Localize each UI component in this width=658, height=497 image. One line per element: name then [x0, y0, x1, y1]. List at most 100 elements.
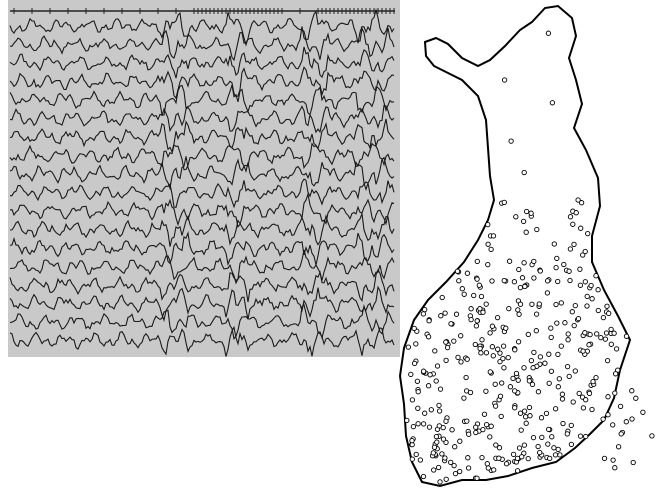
- site-marker: [427, 425, 431, 429]
- site-marker: [452, 339, 456, 343]
- site-marker: [405, 418, 409, 422]
- site-marker: [410, 457, 414, 461]
- site-marker: [482, 412, 486, 416]
- site-marker: [573, 303, 577, 307]
- site-marker: [514, 215, 518, 219]
- site-marker: [558, 453, 562, 457]
- site-marker: [438, 480, 442, 484]
- site-marker: [536, 444, 540, 448]
- site-marker: [491, 354, 495, 358]
- site-marker: [455, 269, 459, 273]
- site-marker: [508, 385, 512, 389]
- site-marker: [433, 349, 437, 353]
- site-marker: [611, 458, 615, 462]
- site-marker: [490, 324, 494, 328]
- site-marker: [569, 442, 573, 446]
- site-marker: [517, 446, 521, 450]
- site-marker: [513, 406, 517, 410]
- site-marker: [416, 422, 420, 426]
- site-marker: [565, 364, 569, 368]
- site-marker: [453, 471, 457, 475]
- site-marker: [532, 276, 536, 280]
- site-marker: [581, 349, 585, 353]
- site-marker: [475, 277, 479, 281]
- eeg-panel: [8, 0, 400, 357]
- site-marker: [437, 424, 441, 428]
- site-marker: [426, 335, 430, 339]
- site-marker: [473, 342, 477, 346]
- site-marker: [599, 335, 603, 339]
- site-marker: [410, 398, 414, 402]
- site-marker: [507, 306, 511, 310]
- site-marker: [568, 215, 572, 219]
- site-marker: [537, 302, 541, 306]
- site-marker: [549, 335, 553, 339]
- site-marker: [492, 468, 496, 472]
- site-marker: [437, 403, 441, 407]
- site-marker: [605, 358, 609, 362]
- site-marker: [431, 451, 435, 455]
- site-marker: [462, 292, 466, 296]
- site-marker: [606, 395, 610, 399]
- site-marker: [457, 279, 461, 283]
- site-marker: [527, 405, 531, 409]
- site-marker: [606, 413, 610, 417]
- site-marker: [587, 391, 591, 395]
- site-marker: [547, 381, 551, 385]
- site-marker: [566, 332, 570, 336]
- site-marker: [414, 452, 418, 456]
- site-marker: [549, 369, 553, 373]
- site-marker: [556, 447, 560, 451]
- site-marker: [464, 375, 468, 379]
- site-marker: [490, 279, 494, 283]
- site-marker: [526, 456, 530, 460]
- site-marker: [418, 458, 422, 462]
- site-marker: [538, 450, 542, 454]
- site-marker: [563, 321, 567, 325]
- site-marker: [540, 435, 544, 439]
- site-marker: [416, 390, 420, 394]
- site-marker: [584, 398, 588, 402]
- site-marker: [554, 265, 558, 269]
- site-marker: [526, 332, 530, 336]
- site-marker: [423, 411, 427, 415]
- site-marker: [443, 456, 447, 460]
- site-marker: [502, 200, 506, 204]
- site-marker: [603, 337, 607, 341]
- site-marker: [571, 222, 575, 226]
- site-marker: [570, 310, 574, 314]
- site-marker: [568, 278, 572, 282]
- site-marker: [475, 476, 479, 480]
- site-marker: [481, 310, 485, 314]
- site-marker: [466, 456, 470, 460]
- site-marker: [641, 410, 645, 414]
- site-marker: [486, 262, 490, 266]
- site-marker: [524, 421, 528, 425]
- site-marker: [445, 345, 449, 349]
- site-marker: [486, 222, 490, 226]
- site-marker: [634, 396, 638, 400]
- site-marker: [449, 322, 453, 326]
- site-marker: [479, 351, 483, 355]
- site-marker: [612, 331, 616, 335]
- site-marker: [477, 283, 481, 287]
- site-marker: [480, 455, 484, 459]
- site-marker: [650, 434, 654, 438]
- site-marker: [498, 394, 502, 398]
- site-marker: [567, 269, 571, 273]
- site-marker: [552, 242, 556, 246]
- site-marker: [522, 443, 526, 447]
- site-marker: [630, 389, 634, 393]
- site-marker: [491, 234, 495, 238]
- site-marker: [484, 351, 488, 355]
- site-marker: [501, 344, 505, 348]
- site-marker: [426, 384, 430, 388]
- site-marker: [583, 331, 587, 335]
- site-marker: [547, 427, 551, 431]
- site-marker: [543, 361, 547, 365]
- site-marker: [412, 326, 416, 330]
- site-marker: [519, 428, 523, 432]
- site-marker: [573, 369, 577, 373]
- site-marker: [489, 424, 493, 428]
- site-marker: [522, 409, 526, 413]
